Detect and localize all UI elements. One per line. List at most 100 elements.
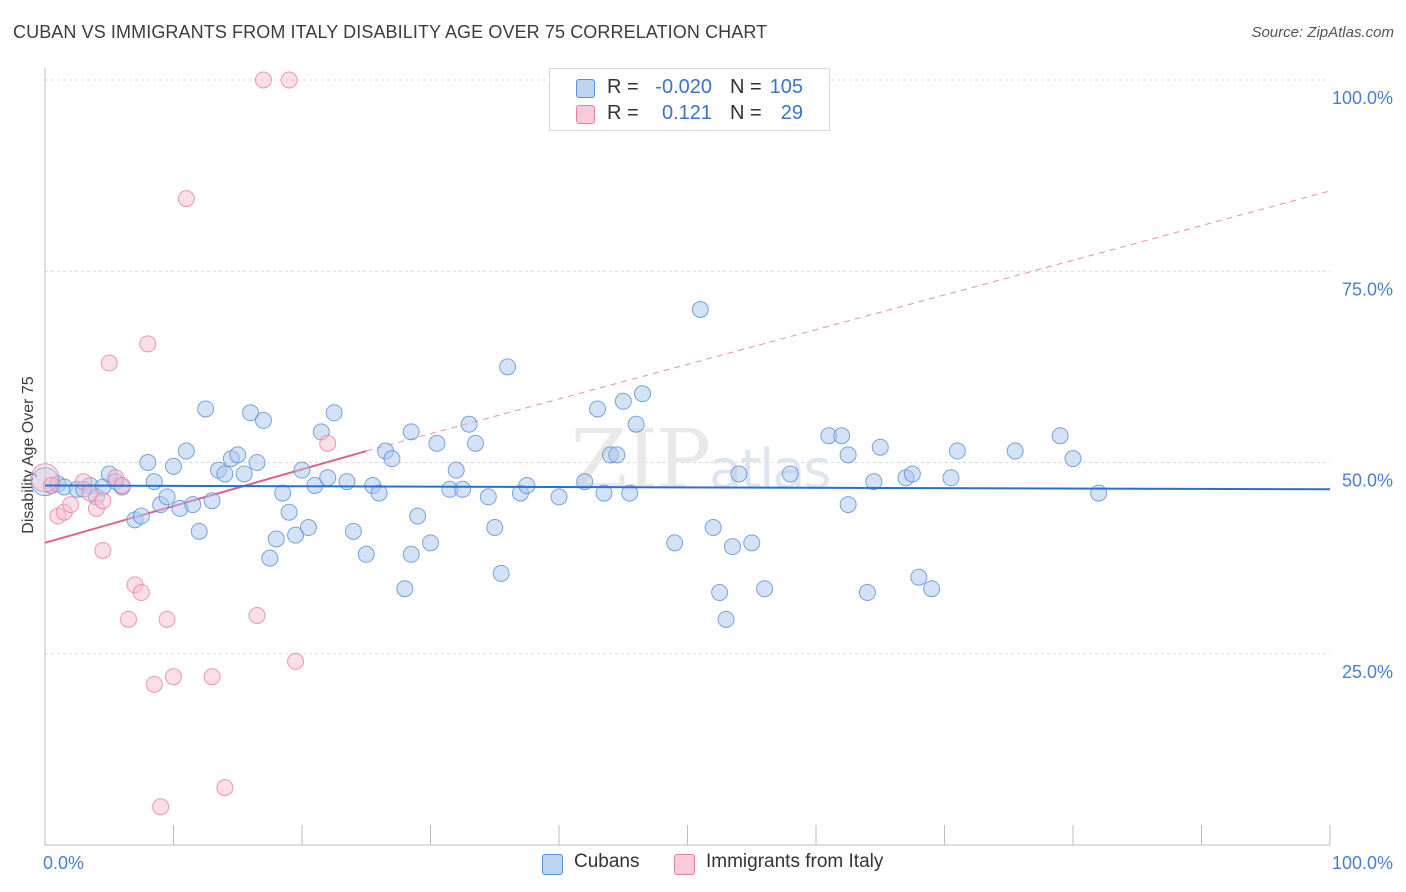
point-cubans	[325, 404, 343, 422]
trend-line-italy-extension	[366, 190, 1331, 452]
legend-n-value: 105	[769, 76, 803, 98]
correlation-legend: R = -0.020 N = 105 R = 0.121 N = 29	[549, 68, 830, 131]
point-cubans	[293, 461, 311, 479]
point-italy	[94, 541, 112, 559]
point-cubans	[903, 465, 921, 483]
point-cubans	[254, 411, 272, 429]
point-cubans	[466, 434, 484, 452]
x-tick-label: 100.0%	[1332, 853, 1393, 873]
point-cubans	[871, 438, 889, 456]
point-cubans	[839, 496, 857, 514]
point-cubans	[1006, 442, 1024, 460]
point-cubans	[499, 358, 517, 376]
point-cubans	[486, 519, 504, 537]
point-cubans	[1090, 484, 1108, 502]
point-cubans	[717, 610, 735, 628]
point-cubans	[839, 446, 857, 464]
point-cubans	[165, 457, 182, 475]
point-cubans	[576, 473, 594, 491]
source-label: Source: ZipAtlas.com	[1251, 24, 1394, 41]
point-cubans	[781, 465, 799, 483]
point-italy	[203, 668, 221, 686]
point-italy	[94, 492, 112, 510]
point-italy	[287, 652, 305, 670]
point-cubans	[370, 484, 388, 502]
legend-row-italy: R = 0.121 N = 29	[550, 101, 829, 127]
series-legend: Cubans Immigrants from Italy	[0, 851, 1406, 879]
x-tick-label: 0.0%	[43, 853, 84, 873]
legend-r-value: -0.020	[655, 76, 712, 98]
legend-n-label: N =	[730, 102, 762, 124]
point-cubans	[184, 496, 202, 514]
point-cubans	[344, 522, 362, 540]
trend-lines-cubans	[44, 484, 1331, 491]
legend-n-label: N =	[730, 76, 762, 98]
point-italy	[216, 779, 234, 797]
series-label-cubans: Cubans	[574, 851, 640, 872]
point-cubans	[299, 519, 317, 537]
point-cubans	[518, 476, 536, 494]
point-cubans	[242, 404, 260, 422]
point-cubans	[402, 545, 420, 563]
point-italy	[100, 354, 118, 372]
legend-n-value: 29	[780, 102, 803, 124]
y-tick-label: 25.0%	[1342, 662, 1393, 682]
point-cubans	[1064, 450, 1082, 468]
point-cubans	[139, 454, 157, 471]
series-swatch-cubans	[542, 854, 563, 875]
point-cubans	[723, 538, 741, 556]
point-cubans	[177, 442, 195, 460]
point-cubans	[704, 519, 722, 537]
point-cubans	[402, 423, 420, 441]
point-italy	[120, 610, 138, 628]
legend-r-label: R =	[607, 76, 639, 98]
point-italy	[145, 675, 163, 693]
point-cubans	[691, 301, 709, 318]
point-cubans	[422, 534, 439, 552]
points-layer	[30, 71, 1108, 816]
series-label-italy: Immigrants from Italy	[706, 851, 884, 872]
point-cubans	[132, 507, 150, 525]
legend-row-cubans: R = -0.020 N = 105	[550, 75, 829, 101]
trend-line-cubans	[44, 484, 1331, 491]
y-tick-label: 75.0%	[1342, 279, 1393, 299]
point-italy	[248, 607, 266, 624]
grid-layer	[45, 79, 1330, 655]
point-cubans	[190, 522, 208, 540]
axis-layer	[44, 68, 1331, 846]
point-cubans	[158, 488, 176, 506]
y-tick-label: 50.0%	[1342, 471, 1393, 491]
point-cubans	[492, 564, 510, 582]
point-cubans	[589, 400, 607, 418]
point-italy	[132, 584, 150, 602]
point-cubans	[447, 461, 465, 479]
legend-r-label: R =	[607, 102, 639, 124]
point-cubans	[235, 465, 253, 483]
point-cubans	[756, 580, 774, 598]
point-cubans	[666, 534, 684, 552]
legend-swatch-italy	[576, 105, 595, 124]
legend-r-value: 0.121	[661, 102, 712, 124]
point-cubans	[145, 473, 163, 491]
point-italy	[139, 335, 157, 353]
point-cubans	[383, 450, 401, 468]
point-cubans	[634, 385, 652, 403]
point-cubans	[248, 454, 266, 471]
point-cubans	[910, 568, 928, 586]
tick-labels: 25.0% 50.0% 75.0% 100.0% 0.0% 100.0%	[43, 88, 1393, 873]
point-italy	[158, 610, 176, 628]
point-cubans	[942, 469, 960, 487]
point-cubans	[711, 584, 729, 602]
point-cubans	[627, 415, 645, 433]
point-cubans	[409, 507, 427, 525]
chart-title: CUBAN VS IMMIGRANTS FROM ITALY DISABILIT…	[13, 22, 768, 42]
point-cubans	[923, 580, 941, 598]
legend-swatch-cubans	[576, 79, 595, 98]
point-cubans	[621, 484, 639, 502]
point-cubans	[396, 580, 414, 598]
point-cubans	[261, 549, 279, 567]
point-cubans	[357, 545, 375, 563]
series-swatch-italy	[674, 854, 695, 875]
point-cubans	[948, 442, 966, 460]
